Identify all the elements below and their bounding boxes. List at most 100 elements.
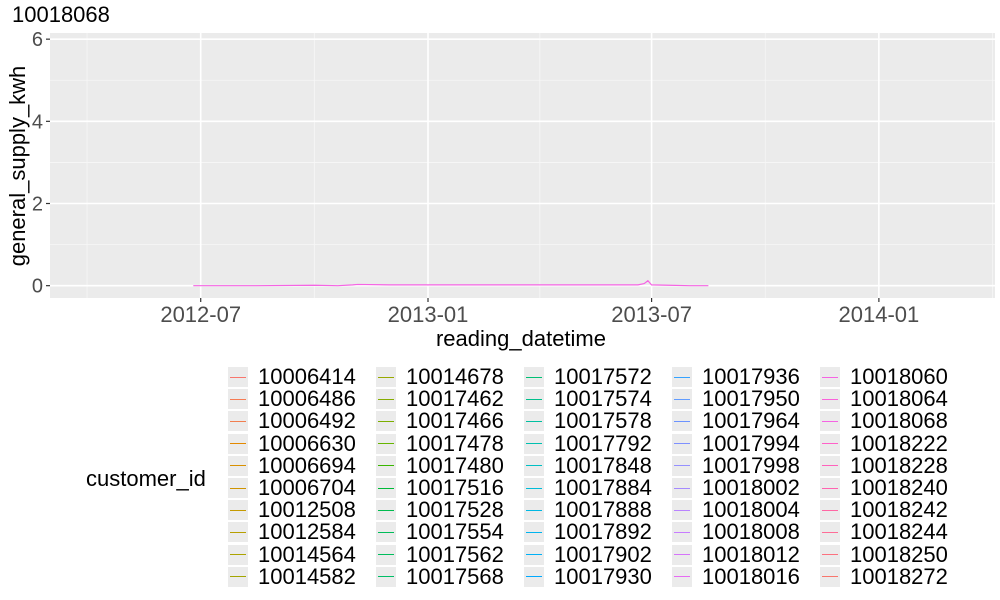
legend-item: 10017902 <box>524 543 672 566</box>
legend-key-line <box>230 465 246 467</box>
legend-key <box>524 455 544 476</box>
legend-key-line <box>230 376 246 378</box>
legend-key-line <box>378 420 394 422</box>
legend-label: 10014564 <box>258 541 356 567</box>
y-axis-title: general_supply_kwh <box>5 66 30 267</box>
legend-item: 10006492 <box>228 410 376 432</box>
legend-label: 10018012 <box>702 541 800 567</box>
legend-label: 10017572 <box>554 364 652 390</box>
legend-key <box>376 544 396 565</box>
legend-item: 10014678 <box>376 366 524 388</box>
legend-key-line <box>230 576 246 578</box>
legend-item: 10018002 <box>672 477 820 499</box>
legend-label: 10014582 <box>258 563 356 589</box>
legend-key <box>228 500 248 521</box>
legend-key-line <box>526 443 542 445</box>
legend-key <box>820 500 840 521</box>
legend-key <box>376 411 396 432</box>
legend-label: 10018242 <box>850 497 948 523</box>
legend-column: 10017936 10017950 10017964 10017994 10017998… <box>672 366 820 588</box>
legend-key <box>524 433 544 454</box>
legend-key-line <box>230 509 246 511</box>
legend-key <box>672 411 692 432</box>
legend-item: 10006694 <box>228 454 376 477</box>
legend-label: 10017562 <box>406 541 504 567</box>
legend-key-line <box>822 398 838 400</box>
legend-label: 10017888 <box>554 497 652 523</box>
legend-key <box>228 455 248 476</box>
legend-item: 10018012 <box>672 541 820 567</box>
legend-key <box>228 433 248 454</box>
legend-key <box>228 478 248 499</box>
legend-label: 10018244 <box>850 519 948 545</box>
legend-label: 10017792 <box>554 430 652 456</box>
legend-key-line <box>526 376 542 378</box>
legend-item: 10018242 <box>820 499 968 521</box>
legend-label: 10017936 <box>702 364 800 390</box>
legend-key <box>672 389 692 410</box>
legend-key <box>672 367 692 388</box>
legend-key-line <box>526 420 542 422</box>
legend-key <box>672 500 692 521</box>
plot-area: 0 2 4 6 2012-07 2013-01 2013-07 2014-01 reading… <box>5 29 995 351</box>
legend-item: 10018008 <box>672 521 820 543</box>
legend-key-line <box>230 531 246 533</box>
legend-label: 10018008 <box>702 519 800 545</box>
legend-key-line <box>378 376 394 378</box>
legend-key <box>524 411 544 432</box>
legend-key <box>820 566 840 587</box>
y-tick-label: 4 <box>32 111 43 133</box>
legend-key-line <box>378 576 394 578</box>
legend-label: 10017884 <box>554 475 652 501</box>
legend-label: 10017516 <box>406 475 504 501</box>
legend-key <box>524 389 544 410</box>
legend-label: 10017568 <box>406 563 504 589</box>
legend-key-line <box>674 465 690 467</box>
legend-key-line <box>674 487 690 489</box>
legend-item: 10006704 <box>228 477 376 499</box>
legend-key <box>524 566 544 587</box>
legend-item: 10017998 <box>672 454 820 477</box>
legend: 10006414 10006486 10006492 10006630 10006694… <box>228 366 968 588</box>
legend-label: 10017528 <box>406 497 504 523</box>
legend-key <box>524 367 544 388</box>
legend-column: 10006414 10006486 10006492 10006630 10006694… <box>228 366 376 588</box>
legend-label: 10018272 <box>850 563 948 589</box>
legend-key <box>672 522 692 543</box>
legend-key-line <box>378 443 394 445</box>
legend-label: 10006414 <box>258 364 356 390</box>
legend-key <box>820 455 840 476</box>
legend-item: 10012584 <box>228 521 376 543</box>
legend-label: 10017578 <box>554 408 652 434</box>
legend-item: 10006486 <box>228 388 376 410</box>
legend-key-line <box>674 531 690 533</box>
legend-key-line <box>230 398 246 400</box>
legend-key <box>524 522 544 543</box>
legend-label: 10018222 <box>850 430 948 456</box>
legend-key-line <box>674 576 690 578</box>
legend-item: 10018060 <box>820 366 968 388</box>
legend-key <box>672 478 692 499</box>
legend-key <box>376 478 396 499</box>
legend-label: 10017950 <box>702 386 800 412</box>
legend-key <box>376 367 396 388</box>
legend-item: 10018250 <box>820 543 968 566</box>
legend-item: 10017994 <box>672 432 820 455</box>
legend-key <box>820 367 840 388</box>
y-tick-label: 6 <box>32 29 43 51</box>
legend-key-line <box>230 443 246 445</box>
legend-label: 10017462 <box>406 386 504 412</box>
legend-key-line <box>378 509 394 511</box>
legend-key-line <box>822 531 838 533</box>
x-tick-label: 2014-01 <box>839 302 920 327</box>
legend-key <box>524 478 544 499</box>
legend-item: 10018004 <box>672 499 820 521</box>
legend-label: 10006492 <box>258 408 356 434</box>
legend-item: 10018244 <box>820 521 968 543</box>
legend-column: 10014678 10017462 10017466 10017478 10017480… <box>376 366 524 588</box>
legend-key-line <box>822 443 838 445</box>
legend-item: 10017568 <box>376 563 524 589</box>
legend-key-line <box>674 420 690 422</box>
chart-title: 10018068 <box>12 2 110 27</box>
legend-key <box>228 411 248 432</box>
